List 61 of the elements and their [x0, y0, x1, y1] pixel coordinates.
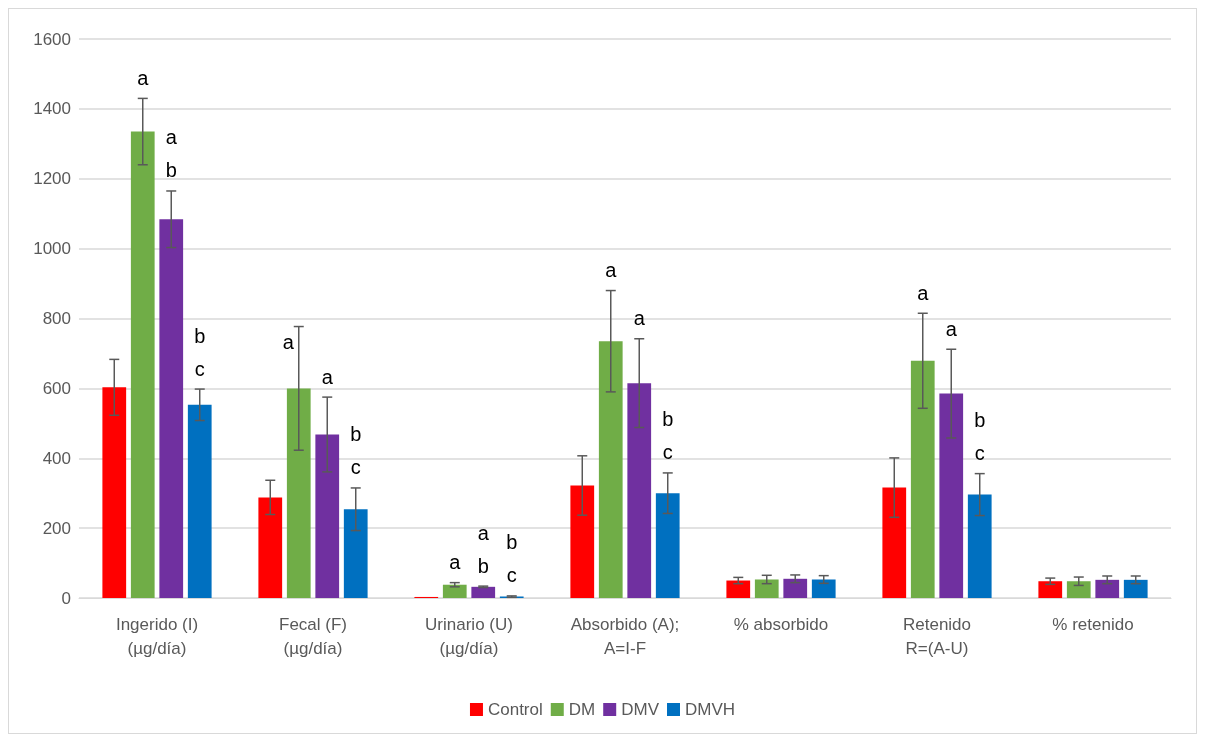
- bar: [754, 579, 779, 598]
- bar: [598, 341, 623, 598]
- bar: [1095, 579, 1120, 598]
- data-label: a: [605, 259, 618, 282]
- bar: [102, 387, 127, 598]
- x-tick-label: Urinario (U) (µg/día): [425, 614, 513, 658]
- x-tick-label: Ingerido (I) (µg/día): [115, 614, 199, 658]
- y-tick-label: 400: [42, 448, 71, 468]
- data-label: a b: [165, 126, 178, 182]
- bar: [910, 360, 935, 598]
- data-label: a: [917, 281, 930, 304]
- bar: [967, 494, 992, 598]
- y-tick-label: 200: [42, 518, 71, 538]
- bar: [130, 131, 155, 598]
- y-tick-label: 600: [42, 378, 71, 398]
- data-label: a b: [477, 521, 490, 577]
- y-tick-label: 800: [42, 309, 71, 328]
- y-tick-label: 1600: [33, 29, 71, 49]
- data-label: b c: [974, 409, 986, 465]
- x-tick-label: % retenido: [1052, 614, 1134, 634]
- legend-label: DM: [568, 700, 596, 719]
- x-tick-label: Fecal (F) (µg/día): [279, 614, 347, 658]
- bar: [655, 493, 680, 598]
- bar: [1123, 579, 1148, 598]
- bar: [939, 393, 964, 598]
- data-label: a: [137, 66, 150, 89]
- bar: [187, 404, 212, 598]
- bar: [726, 580, 751, 598]
- bar: [882, 487, 907, 598]
- bar: [783, 578, 808, 598]
- bar: [286, 388, 311, 598]
- data-label: a: [282, 330, 295, 353]
- bar: [471, 586, 496, 598]
- bar: [258, 497, 283, 598]
- bar: [315, 434, 340, 598]
- bar: [1038, 581, 1063, 598]
- data-label: a: [321, 365, 334, 388]
- x-tick-label: Retenido R=(A-U): [902, 614, 972, 658]
- data-label: b c: [194, 324, 206, 380]
- data-label: b c: [662, 408, 674, 464]
- x-tick-label: % absorbido: [733, 614, 829, 634]
- legend-label: DMVH: [684, 700, 736, 719]
- data-label: a: [633, 307, 646, 330]
- data-label: a: [449, 551, 462, 574]
- bar: [811, 579, 836, 598]
- bar: [442, 584, 467, 598]
- data-label: b c: [506, 531, 518, 587]
- legend-label: Control: [487, 700, 543, 719]
- bar: [159, 219, 184, 598]
- y-tick-label: 1200: [33, 169, 71, 189]
- y-tick-label: 1000: [33, 239, 71, 259]
- bar: [1066, 581, 1091, 598]
- data-label: b c: [350, 423, 362, 479]
- bar: [343, 509, 368, 598]
- x-tick-label: Absorbido (A); A=I-F: [570, 614, 680, 658]
- y-tick-label: 0: [61, 588, 71, 608]
- data-label: a: [945, 317, 958, 340]
- y-tick-label: 1400: [33, 99, 71, 119]
- legend-label: DMV: [621, 700, 660, 719]
- bar: [570, 485, 595, 598]
- bar: [627, 383, 652, 598]
